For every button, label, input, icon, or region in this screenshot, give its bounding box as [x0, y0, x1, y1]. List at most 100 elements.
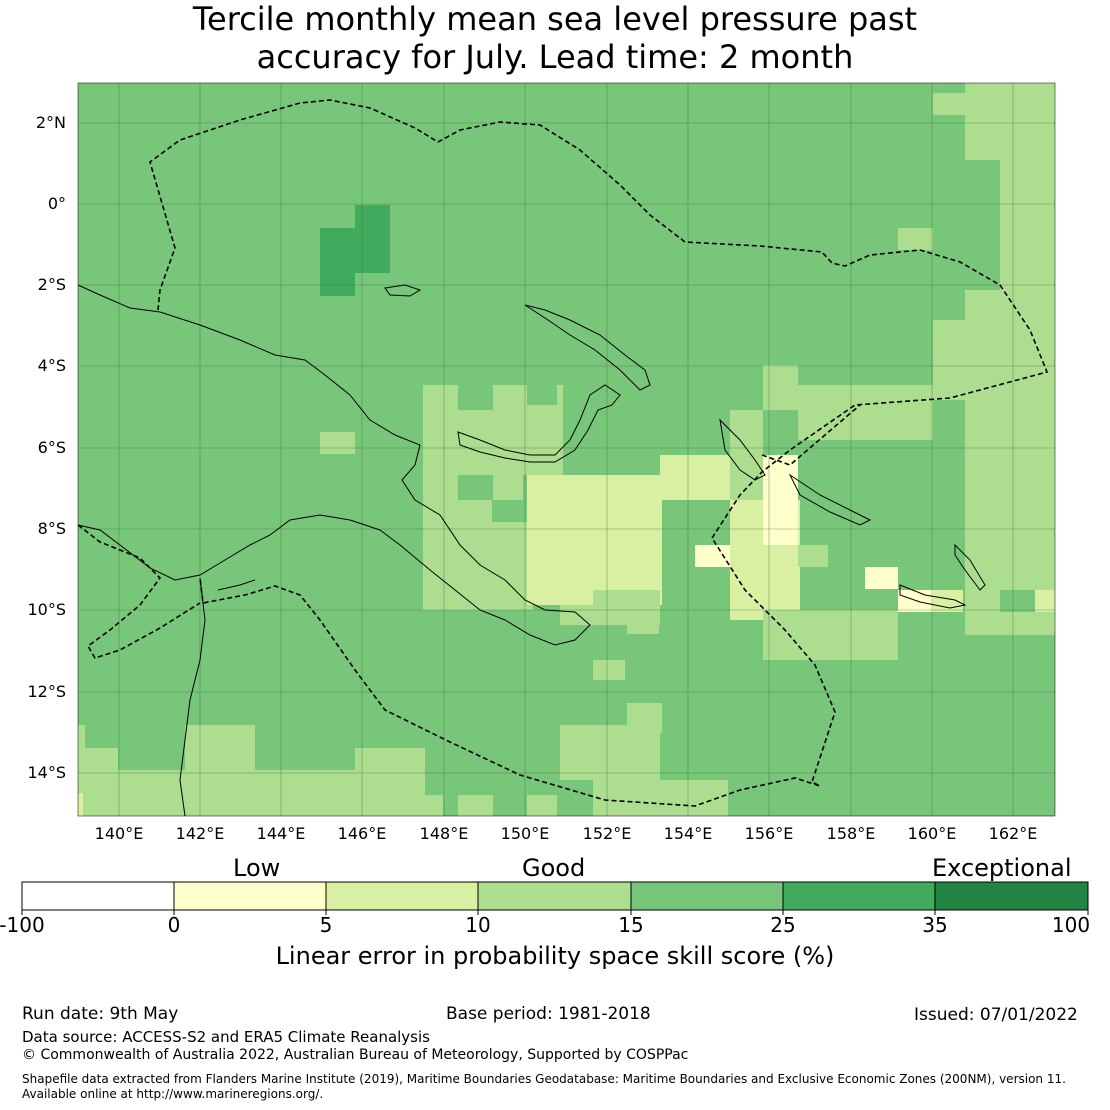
skill-cell: [965, 83, 1055, 160]
new-guinea-coast: [77, 284, 591, 646]
lat-label: 4°S: [37, 356, 66, 375]
skill-cell: [527, 795, 557, 816]
skill-cell: [763, 610, 898, 660]
lon-label: 146°E: [337, 824, 387, 843]
copyright: © Commonwealth of Australia 2022, Austra…: [22, 1047, 689, 1063]
skill-cell: [527, 380, 557, 405]
shapefile-credit-2: Available online at http://www.marinereg…: [22, 1087, 324, 1101]
colorbar-tick-label: 0: [167, 913, 181, 937]
lat-label: 12°S: [27, 682, 66, 701]
colorbar-tick-label: -100: [0, 913, 45, 937]
lon-label: 144°E: [256, 824, 306, 843]
base-period: Base period: 1981-2018: [446, 1004, 651, 1024]
colorbar-tick-label: 25: [770, 913, 796, 937]
skill-cell: [798, 545, 828, 567]
shapefile-credit-1: Shapefile data extracted from Flanders M…: [22, 1072, 1066, 1086]
skill-cell: [763, 455, 798, 475]
gridlines: [78, 83, 1055, 816]
png-eez-boundary: [149, 99, 1049, 807]
skill-cell: [78, 793, 83, 816]
lat-label: 14°S: [27, 763, 66, 782]
skill-cell: [898, 590, 933, 612]
skill-cell: [185, 725, 255, 770]
skill-cell: [933, 590, 963, 612]
solomon-islands-coast: [788, 473, 872, 526]
skill-cell: [320, 432, 355, 454]
new-britain-coast: [457, 384, 621, 463]
skill-cell: [763, 365, 798, 410]
lat-label: 6°S: [37, 438, 66, 457]
lat-label: 8°S: [37, 519, 66, 538]
lon-label: 158°E: [826, 824, 876, 843]
lat-label: 2°S: [37, 275, 66, 294]
skill-cell: [355, 748, 425, 816]
colorbar-tick-label: 5: [319, 913, 333, 937]
lat-label: 0°: [47, 194, 66, 213]
lon-label: 154°E: [663, 824, 713, 843]
colorbar-segment: [326, 882, 478, 910]
skill-cell: [965, 290, 1055, 635]
coastlines: [77, 284, 986, 817]
skill-cell: [830, 567, 865, 589]
colorbar-segment: [22, 882, 174, 910]
skill-cell: [1000, 590, 1035, 612]
legend-category-exceptional: Exceptional: [932, 854, 1072, 882]
skill-cell: [560, 725, 660, 780]
skill-cell: [492, 500, 527, 522]
skill-cell: [78, 725, 85, 770]
colorbar-segment: [935, 882, 1088, 910]
colorbar-segment: [783, 882, 935, 910]
solomon-eez-boundary: [761, 404, 861, 466]
australia-coast: [179, 577, 206, 817]
skill-cell: [458, 795, 493, 816]
skill-cell: [898, 228, 933, 250]
colorbar-tick-label: 35: [922, 913, 948, 937]
skill-cell: [1000, 160, 1055, 290]
skill-cell: [627, 612, 659, 634]
lon-label: 160°E: [907, 824, 957, 843]
skill-cell: [933, 93, 965, 115]
skill-cell: [660, 455, 730, 500]
cape-york-coast: [217, 579, 256, 591]
colorbar-tick-label: 100: [1051, 913, 1091, 937]
lon-label: 142°E: [175, 824, 225, 843]
skill-cell: [78, 748, 118, 816]
skill-cell: [320, 228, 355, 296]
guadalcanal-coast: [899, 584, 967, 609]
data-source: Data source: ACCESS-S2 and ERA5 Climate …: [22, 1028, 430, 1046]
skill-cell: [730, 410, 763, 500]
australia-eez-boundary: [77, 524, 201, 659]
manus-coast: [384, 284, 422, 297]
title-line-1: Tercile monthly mean sea level pressure …: [192, 0, 918, 38]
colorbar-segment: [174, 882, 326, 910]
skill-cell: [763, 475, 798, 545]
skill-cell: [695, 545, 730, 567]
map-title: Tercile monthly mean sea level pressure …: [0, 0, 1110, 76]
skill-cell: [593, 780, 728, 816]
run-date: Run date: 9th May: [22, 1004, 179, 1024]
lon-label: 140°E: [94, 824, 144, 843]
skill-cell: [458, 385, 493, 410]
colorbar-segment: [478, 882, 631, 910]
bougainville-coast: [719, 418, 766, 481]
legend-category-low: Low: [233, 854, 281, 882]
skill-cell: [355, 205, 390, 273]
skill-cell: [627, 703, 662, 733]
lon-label: 156°E: [744, 824, 794, 843]
lon-label: 152°E: [582, 824, 632, 843]
eez-boundaries: [77, 99, 1049, 807]
colorbar-tick-label: 15: [618, 913, 644, 937]
skill-cell: [865, 567, 898, 589]
lon-label: 162°E: [988, 824, 1038, 843]
skill-cell: [423, 520, 533, 610]
issued-date: Issued: 07/01/2022: [914, 1005, 1078, 1025]
lat-label: 10°S: [27, 600, 66, 619]
lat-label: 2°N: [35, 113, 66, 132]
colorbar-title: Linear error in probability space skill …: [275, 942, 835, 970]
skill-cell: [458, 475, 493, 500]
lon-label: 148°E: [419, 824, 469, 843]
lon-label: 150°E: [500, 824, 550, 843]
colorbar-segment: [631, 882, 783, 910]
skill-cell: [423, 795, 443, 816]
